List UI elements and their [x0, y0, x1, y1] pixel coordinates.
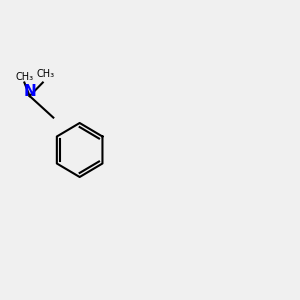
- Text: CH₃: CH₃: [15, 72, 33, 82]
- Text: N: N: [23, 84, 36, 99]
- Text: CH₃: CH₃: [36, 69, 55, 79]
